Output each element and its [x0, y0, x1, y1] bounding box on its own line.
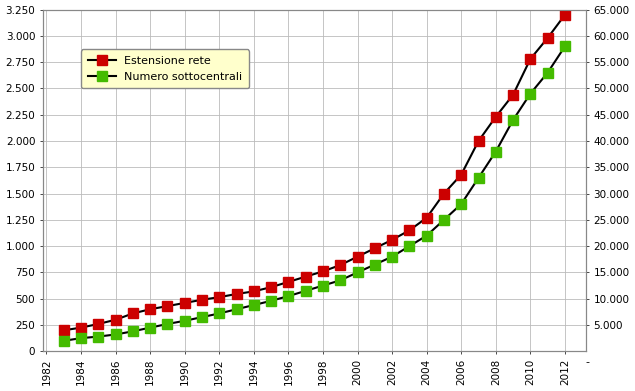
Estensione rete — [232, 292, 240, 296]
Estensione rete — [267, 285, 275, 289]
Estensione rete — [302, 274, 309, 279]
Estensione rete — [181, 301, 189, 305]
Numero sottocentrali — [181, 318, 189, 323]
Numero sottocentrali — [509, 118, 517, 122]
Numero sottocentrali — [475, 176, 483, 180]
Numero sottocentrali — [440, 217, 448, 222]
Numero sottocentrali — [302, 289, 309, 293]
Estensione rete — [561, 13, 569, 17]
Estensione rete — [146, 307, 154, 312]
Estensione rete — [215, 295, 223, 300]
Numero sottocentrali — [457, 202, 465, 206]
Line: Numero sottocentrali: Numero sottocentrali — [59, 41, 570, 346]
Estensione rete — [492, 115, 500, 119]
Numero sottocentrali — [164, 322, 171, 326]
Numero sottocentrali — [423, 233, 431, 238]
Estensione rete — [337, 263, 344, 267]
Numero sottocentrali — [284, 294, 292, 298]
Numero sottocentrali — [112, 332, 119, 337]
Numero sottocentrali — [267, 298, 275, 303]
Estensione rete — [544, 36, 551, 40]
Estensione rete — [509, 92, 517, 97]
Line: Estensione rete: Estensione rete — [59, 10, 570, 335]
Estensione rete — [526, 57, 534, 61]
Numero sottocentrali — [544, 70, 551, 75]
Numero sottocentrali — [95, 334, 102, 339]
Estensione rete — [198, 298, 206, 302]
Numero sottocentrali — [129, 329, 137, 334]
Estensione rete — [423, 215, 431, 220]
Estensione rete — [95, 322, 102, 326]
Numero sottocentrali — [198, 315, 206, 319]
Estensione rete — [475, 139, 483, 143]
Estensione rete — [77, 325, 85, 330]
Estensione rete — [164, 304, 171, 308]
Numero sottocentrali — [77, 336, 85, 341]
Estensione rete — [457, 172, 465, 177]
Numero sottocentrali — [526, 91, 534, 96]
Estensione rete — [319, 269, 327, 274]
Legend: Estensione rete, Numero sottocentrali: Estensione rete, Numero sottocentrali — [81, 49, 249, 88]
Numero sottocentrali — [354, 270, 361, 275]
Estensione rete — [388, 237, 396, 242]
Numero sottocentrali — [232, 307, 240, 312]
Text: -: - — [585, 357, 590, 368]
Numero sottocentrali — [388, 254, 396, 259]
Estensione rete — [129, 311, 137, 316]
Estensione rete — [354, 254, 361, 259]
Estensione rete — [440, 191, 448, 196]
Numero sottocentrali — [60, 339, 67, 343]
Numero sottocentrali — [492, 149, 500, 154]
Numero sottocentrali — [250, 303, 258, 307]
Numero sottocentrali — [561, 44, 569, 49]
Numero sottocentrali — [215, 311, 223, 316]
Estensione rete — [60, 328, 67, 333]
Numero sottocentrali — [319, 283, 327, 288]
Estensione rete — [284, 280, 292, 284]
Numero sottocentrali — [371, 262, 378, 267]
Numero sottocentrali — [406, 244, 413, 249]
Estensione rete — [371, 246, 378, 251]
Numero sottocentrali — [146, 325, 154, 330]
Estensione rete — [406, 228, 413, 233]
Estensione rete — [250, 289, 258, 294]
Estensione rete — [112, 317, 119, 322]
Numero sottocentrali — [337, 278, 344, 283]
